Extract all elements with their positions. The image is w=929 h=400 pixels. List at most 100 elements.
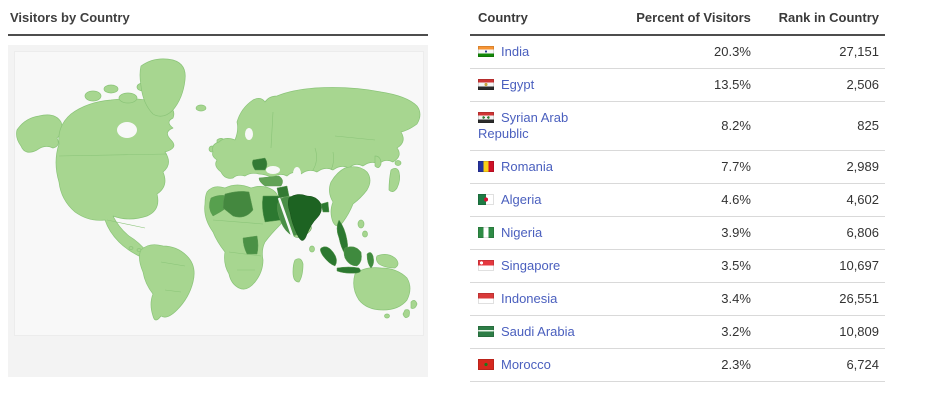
- visitors-by-country-table: Country Percent of Visitors Rank in Coun…: [470, 0, 885, 382]
- percent-value: 3.2%: [619, 315, 755, 349]
- percent-value: 20.3%: [619, 35, 755, 69]
- map-country-romania: [252, 157, 268, 171]
- map-border-africa: [228, 251, 262, 257]
- map-border-mongolia: [334, 135, 376, 141]
- table-row: Algeria 4.6% 4,602: [470, 183, 885, 217]
- country-link[interactable]: Romania: [501, 159, 554, 174]
- flag-romania-icon: [478, 161, 494, 172]
- map-border-central-asia: [330, 151, 334, 171]
- table-row: Singapore 3.5% 10,697: [470, 249, 885, 283]
- country-link[interactable]: Singapore: [501, 258, 561, 273]
- percent-value: 4.6%: [619, 183, 755, 217]
- flag-indonesia-icon: [478, 293, 494, 304]
- rank-value: 2,506: [754, 68, 885, 102]
- flag-algeria-icon: [478, 194, 494, 205]
- column-header-rank: Rank in Country: [754, 0, 885, 36]
- map-border-russia-europe: [270, 111, 274, 149]
- map-country-indonesia-sumatra: [320, 246, 337, 267]
- country-link[interactable]: India: [501, 44, 530, 59]
- rank-value: 4,602: [754, 183, 885, 217]
- table-row: Egypt 13.5% 2,506: [470, 68, 885, 102]
- country-link[interactable]: Egypt: [501, 77, 535, 92]
- map-north-america: [55, 98, 175, 257]
- percent-value: 3.4%: [619, 282, 755, 316]
- table-row: Nigeria 3.9% 6,806: [470, 216, 885, 250]
- rank-value: 10,697: [754, 249, 885, 283]
- flag-singapore-icon: [478, 260, 494, 271]
- table-header-row: Country Percent of Visitors Rank in Coun…: [470, 0, 885, 36]
- table-row: Indonesia 3.4% 26,551: [470, 282, 885, 316]
- rank-value: 10,809: [754, 315, 885, 349]
- map-caspian-sea: [293, 167, 301, 181]
- rank-value: 27,151: [754, 35, 885, 69]
- country-link[interactable]: Morocco: [501, 357, 551, 372]
- map-baltic-sea: [245, 128, 253, 140]
- map-hudson-bay: [117, 122, 137, 138]
- flag-nigeria-icon: [478, 227, 494, 238]
- map-alaska: [16, 114, 63, 153]
- flag-syria-icon: [478, 112, 494, 123]
- country-link[interactable]: Indonesia: [501, 291, 558, 306]
- map-japan: [388, 168, 401, 192]
- visitors-by-country-panel: Visitors by Country: [8, 6, 428, 377]
- percent-value: 13.5%: [619, 68, 755, 102]
- flag-egypt-icon: [478, 79, 494, 90]
- map-black-sea: [266, 166, 280, 174]
- country-link[interactable]: Algeria: [501, 192, 542, 207]
- map-greenland: [139, 58, 186, 117]
- map-new-zealand: [402, 309, 410, 318]
- map-border-south-america: [164, 289, 182, 293]
- country-link[interactable]: Nigeria: [501, 225, 543, 240]
- rank-value: 6,806: [754, 216, 885, 250]
- map-southeast-asia: [329, 166, 371, 227]
- rank-value: 2,989: [754, 150, 885, 184]
- map-japan: [394, 160, 402, 166]
- map-border-south-america: [160, 261, 186, 267]
- map-red-sea: [277, 197, 295, 239]
- visitors-table-panel: Country Percent of Visitors Rank in Coun…: [470, 0, 885, 382]
- map-border-us-canada: [58, 153, 168, 157]
- map-border-central-asia: [312, 147, 317, 171]
- percent-value: 3.9%: [619, 216, 755, 250]
- map-country-indonesia-sulawesi: [366, 252, 374, 269]
- map-country-nigeria: [242, 235, 259, 255]
- map-new-guinea: [375, 254, 399, 269]
- map-sri-lanka: [309, 245, 315, 253]
- flag-saudi-arabia-icon: [478, 326, 494, 337]
- column-header-country: Country: [470, 0, 620, 36]
- flag-morocco-icon: [478, 359, 494, 370]
- map-iceland: [195, 104, 207, 112]
- map-border-us-mexico: [106, 219, 146, 229]
- table-row: Morocco 2.3% 6,724: [470, 348, 885, 382]
- page-title: Visitors by Country: [8, 6, 428, 36]
- map-border-sahel: [212, 219, 264, 225]
- map-korea: [374, 155, 382, 168]
- map-new-zealand: [410, 300, 418, 309]
- rank-value: 825: [754, 101, 885, 151]
- map-australia: [353, 267, 411, 311]
- map-caribbean-island: [128, 246, 134, 250]
- map-philippines: [362, 230, 368, 238]
- table-row: Saudi Arabia 3.2% 10,809: [470, 315, 885, 349]
- map-country-turkey: [258, 175, 283, 187]
- map-madagascar: [292, 258, 304, 283]
- percent-value: 8.2%: [619, 101, 755, 151]
- country-link[interactable]: Syrian Arab Republic: [478, 110, 569, 141]
- percent-value: 7.7%: [619, 150, 755, 184]
- map-country-algeria: [222, 191, 254, 218]
- world-map-svg: [16, 58, 421, 321]
- table-row: India 20.3% 27,151: [470, 35, 885, 69]
- country-link[interactable]: Saudi Arabia: [501, 324, 575, 339]
- map-country-syria: [276, 185, 290, 199]
- map-tasmania: [384, 313, 390, 319]
- map-arctic-island: [118, 92, 138, 104]
- rank-value: 6,724: [754, 348, 885, 382]
- map-eurasia: [212, 87, 421, 179]
- map-country-india: [287, 194, 322, 241]
- map-country-indonesia-borneo: [343, 246, 362, 267]
- map-country-bangladesh: [320, 201, 330, 213]
- world-map-container: [8, 45, 428, 377]
- rank-value: 26,551: [754, 282, 885, 316]
- percent-value: 3.5%: [619, 249, 755, 283]
- map-arctic-island: [103, 84, 119, 94]
